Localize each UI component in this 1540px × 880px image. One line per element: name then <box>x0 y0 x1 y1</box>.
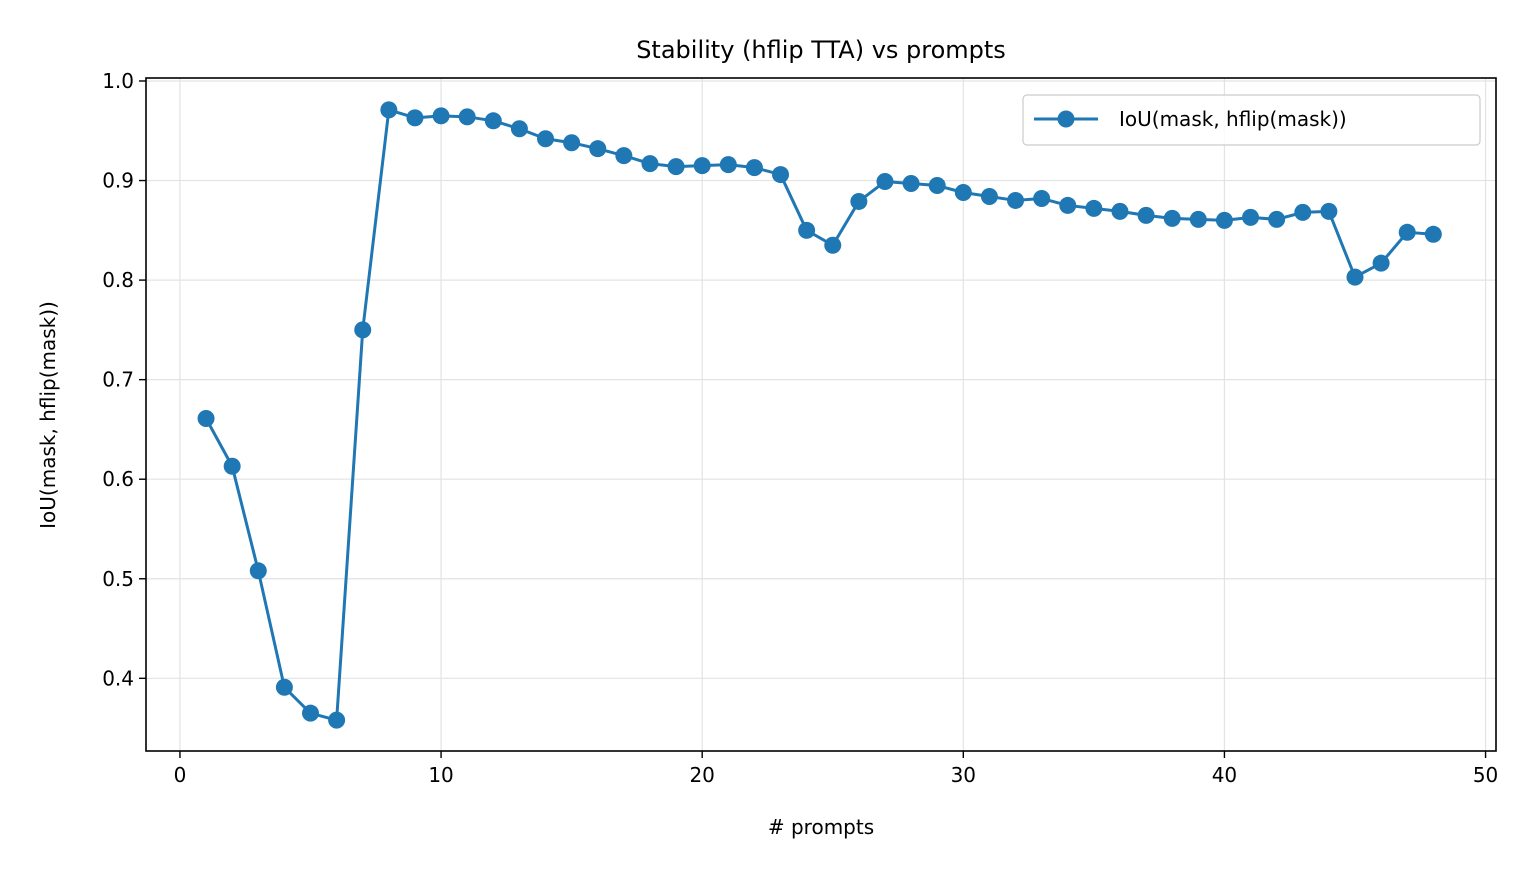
data-point <box>1085 199 1103 217</box>
data-point <box>458 108 476 126</box>
data-point <box>563 134 581 152</box>
data-point <box>484 112 502 130</box>
plot-frame <box>145 77 1497 752</box>
legend-entry-label: IoU(mask, hflip(mask)) <box>1119 107 1347 131</box>
y-tick-label: 0.5 <box>102 567 134 591</box>
data-point <box>772 166 790 184</box>
data-point <box>928 177 946 195</box>
data-point <box>1215 211 1233 229</box>
data-point <box>589 140 607 158</box>
data-point <box>1111 202 1129 220</box>
data-point <box>197 409 215 427</box>
data-point <box>510 120 528 138</box>
x-tick-label: 10 <box>428 763 453 787</box>
x-tick-label: 0 <box>174 763 187 787</box>
data-point <box>223 457 241 475</box>
data-point <box>1372 254 1390 272</box>
data-point <box>1242 208 1260 226</box>
x-tick-label: 20 <box>689 763 714 787</box>
chart-title: Stability (hflip TTA) vs prompts <box>636 36 1006 64</box>
x-axis-label: # prompts <box>768 815 874 839</box>
data-point <box>328 711 346 729</box>
data-point <box>876 173 894 191</box>
legend-box <box>1022 94 1481 146</box>
data-point <box>1424 225 1442 243</box>
y-tick-label: 0.4 <box>102 666 134 690</box>
data-point <box>850 192 868 210</box>
data-point <box>406 109 424 127</box>
data-point <box>980 187 998 205</box>
x-tick-label: 40 <box>1212 763 1237 787</box>
data-point <box>1398 223 1416 241</box>
data-point <box>798 221 816 239</box>
y-tick-label: 0.7 <box>102 368 134 392</box>
data-point <box>1268 210 1286 228</box>
data-point <box>380 101 398 119</box>
data-point <box>249 562 267 580</box>
data-point <box>275 678 293 696</box>
legend: IoU(mask, hflip(mask)) <box>1022 94 1481 146</box>
data-point <box>537 130 555 148</box>
y-tick-label: 0.9 <box>102 169 134 193</box>
data-point <box>432 107 450 125</box>
data-point <box>1294 203 1312 221</box>
data-point <box>1059 196 1077 214</box>
data-point <box>719 156 737 174</box>
y-tick-label: 1.0 <box>102 69 134 93</box>
data-point <box>1163 209 1181 227</box>
data-point <box>954 183 972 201</box>
x-tick-label: 30 <box>951 763 976 787</box>
data-point <box>667 158 685 176</box>
data-point <box>1137 206 1155 224</box>
legend-marker-swatch <box>1057 110 1075 128</box>
data-point <box>693 157 711 175</box>
data-point <box>824 236 842 254</box>
data-point <box>745 159 763 177</box>
data-point <box>1007 191 1025 209</box>
y-axis-label: IoU(mask, hflip(mask)) <box>36 301 60 529</box>
axis-ticks: 0 10 20 30 40 50 0.4 0.5 0.6 0.7 0.8 0.9 1.0 <box>102 69 1498 787</box>
data-point <box>1320 202 1338 220</box>
y-tick-label: 0.6 <box>102 467 134 491</box>
data-point <box>1346 268 1364 286</box>
data-point <box>615 147 633 165</box>
data-point <box>1033 189 1051 207</box>
data-point <box>902 175 920 193</box>
data-point <box>302 704 320 722</box>
grid-lines <box>146 78 1496 751</box>
data-point <box>641 155 659 173</box>
data-point <box>1189 210 1207 228</box>
x-tick-label: 50 <box>1473 763 1498 787</box>
data-point <box>354 321 372 339</box>
series-layer <box>197 101 1442 729</box>
series-line <box>204 108 1434 722</box>
y-tick-label: 0.8 <box>102 268 134 292</box>
